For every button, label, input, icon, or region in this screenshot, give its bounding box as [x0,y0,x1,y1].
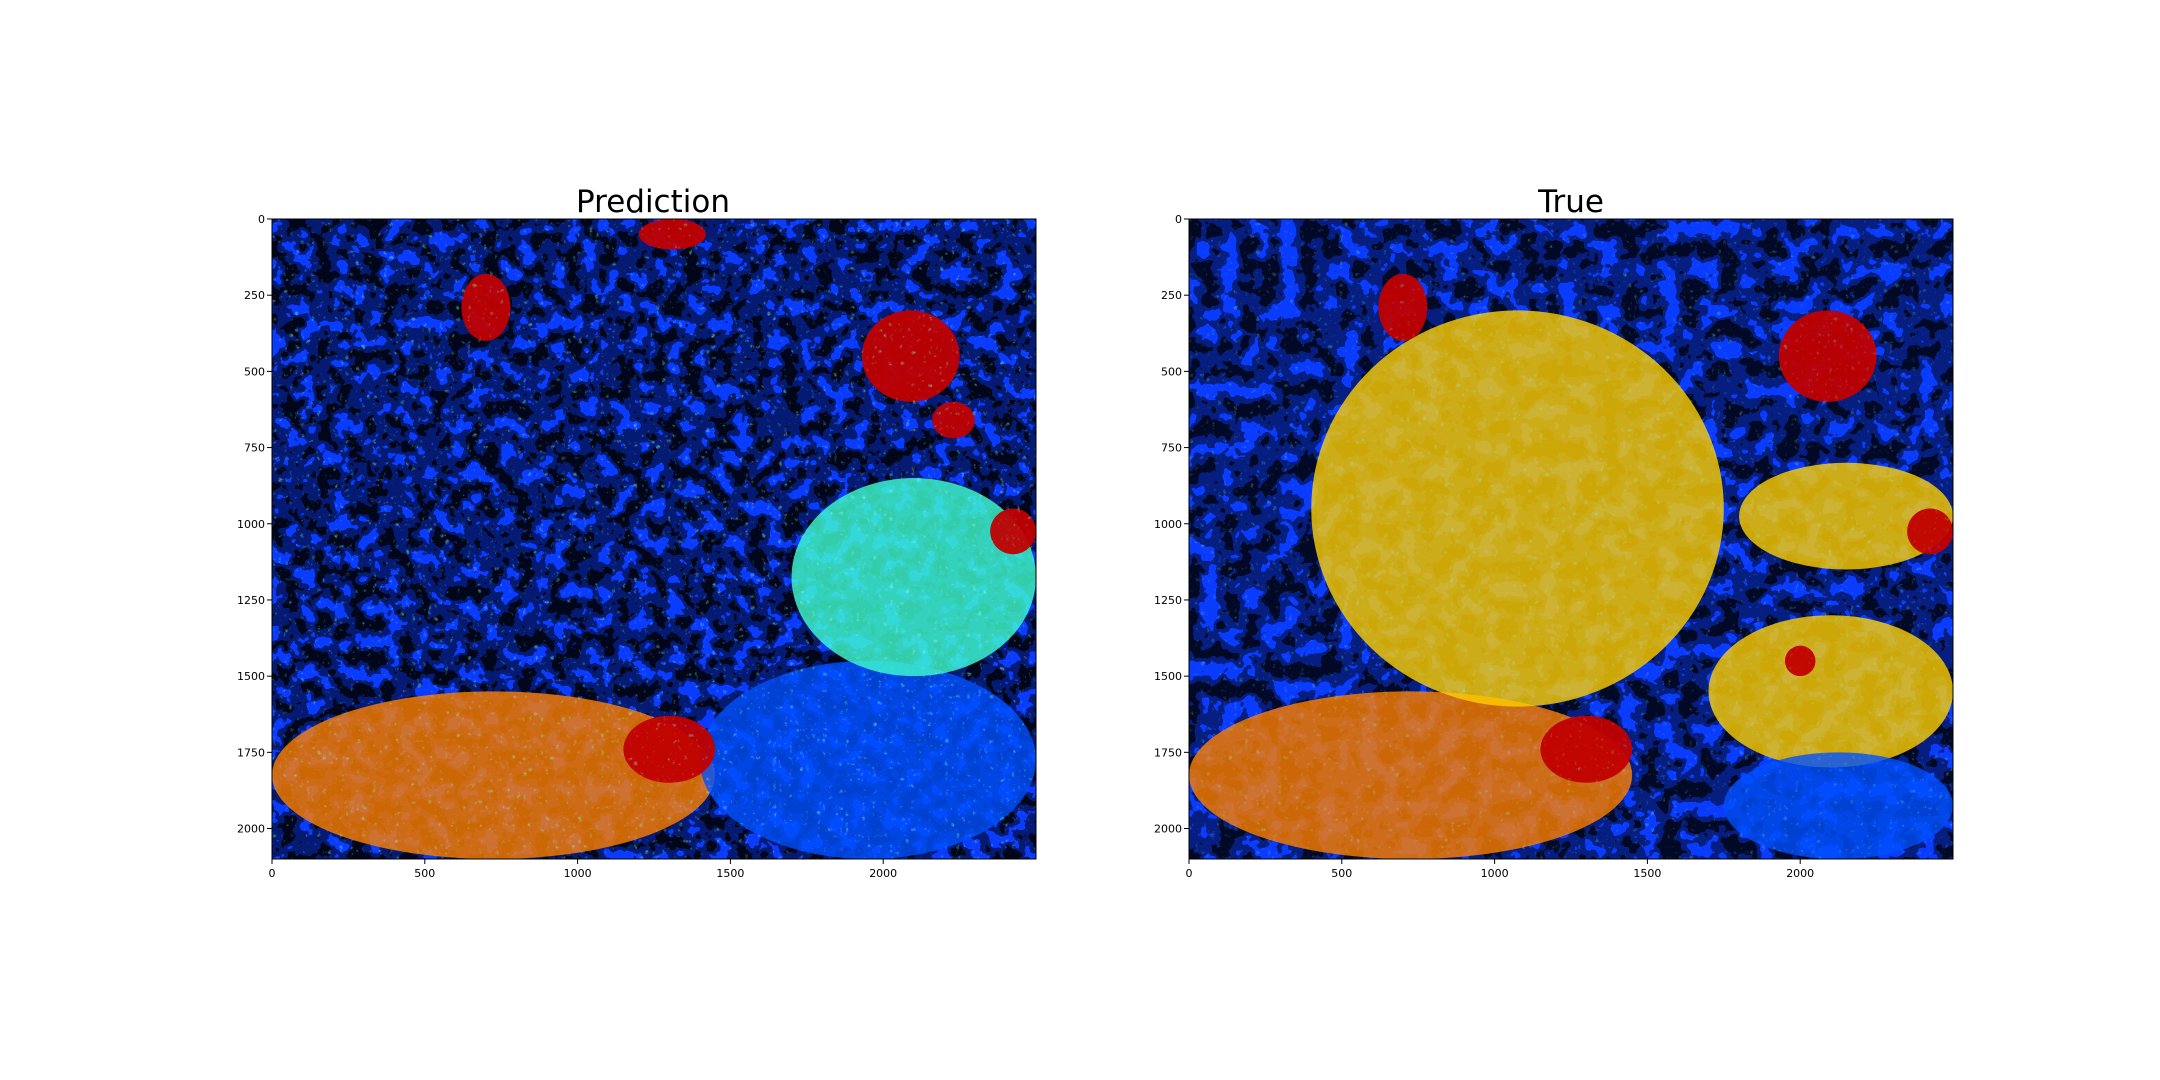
heatmap-image [1189,219,1954,860]
panel-title: Prediction [576,184,730,220]
y-tick-label: 1500 [237,670,265,683]
y-tick-label: 1500 [1154,670,1182,683]
y-tick-label: 1750 [237,746,265,759]
panel-prediction: Prediction 0 500 1000 1500 2000 0 250 500 750 10… [237,184,1037,880]
y-tick-label: 1250 [237,594,265,607]
x-axis: 0 500 1000 1500 2000 [1186,859,1814,880]
heatmap-speckle [1189,219,1953,859]
y-tick-label: 2000 [237,823,265,836]
x-axis: 0 500 1000 1500 2000 [269,859,897,880]
x-tick-label: 1000 [564,867,592,880]
y-tick-label: 0 [258,213,265,226]
y-tick-label: 250 [244,289,265,302]
y-tick-label: 1000 [237,518,265,531]
x-tick-label: 2000 [1786,867,1814,880]
y-tick-label: 750 [244,442,265,455]
x-tick-label: 1000 [1481,867,1509,880]
x-tick-label: 0 [1186,867,1193,880]
y-tick-label: 500 [1161,365,1182,378]
axes-frame [271,218,1037,860]
panel-true: True 0 500 1000 1500 2000 0 250 500 750 1000 1250… [1154,184,1954,880]
y-tick-label: 1250 [1154,594,1182,607]
y-tick-label: 2000 [1154,823,1182,836]
x-tick-label: 500 [1331,867,1352,880]
x-tick-label: 2000 [869,867,897,880]
x-tick-label: 0 [269,867,276,880]
y-tick-label: 500 [244,365,265,378]
x-tick-label: 1500 [716,867,744,880]
y-axis: 0 250 500 750 1000 1250 1500 1750 2000 [1154,213,1189,836]
y-axis: 0 250 500 750 1000 1250 1500 1750 2000 [237,213,272,836]
y-tick-label: 250 [1161,289,1182,302]
x-tick-label: 1500 [1633,867,1661,880]
y-tick-label: 750 [1161,442,1182,455]
y-tick-label: 1750 [1154,746,1182,759]
y-tick-label: 0 [1175,213,1182,226]
y-tick-label: 1000 [1154,518,1182,531]
heatmap-image [272,219,1036,859]
x-tick-label: 500 [414,867,435,880]
panel-title: True [1537,184,1604,220]
heatmap-speckle [272,219,1036,859]
axes-frame [1188,218,1954,860]
